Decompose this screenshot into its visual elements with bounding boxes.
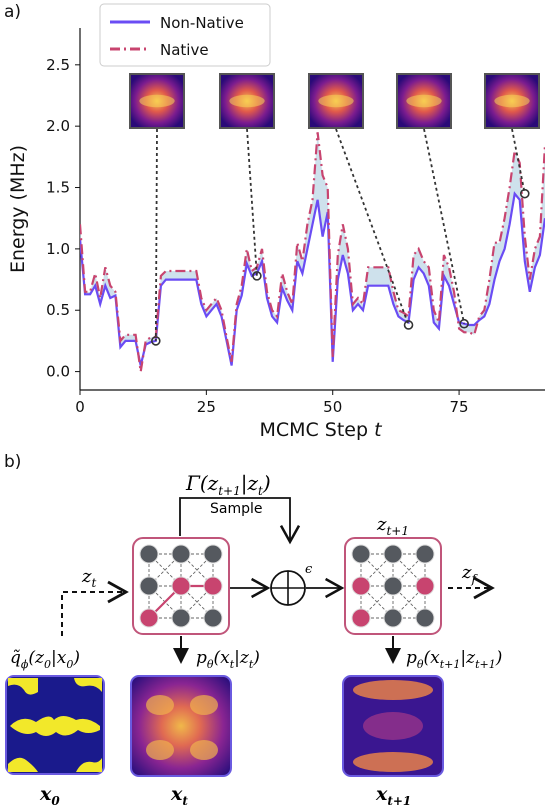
latent-grid-t-nodes	[139, 544, 223, 628]
grid-node	[171, 608, 191, 628]
legend-box	[99, 3, 271, 67]
grid-node	[383, 576, 403, 596]
y-tick-label: 1.0	[46, 240, 70, 258]
grid-node	[383, 608, 403, 628]
gamma-label: Γ(zt+1|zt)	[185, 471, 271, 498]
inset-connector	[246, 128, 258, 276]
image-x0	[5, 675, 105, 775]
grid-node	[351, 544, 371, 564]
grid-node	[139, 576, 159, 596]
decoder-label-t: pθ(xt|zt)	[196, 648, 260, 671]
y-tick-label: 0.5	[46, 301, 70, 319]
grid-node	[415, 544, 435, 564]
inset-connector	[335, 128, 410, 326]
inset-connector	[154, 128, 158, 341]
y-tick-label: 0.0	[46, 363, 70, 381]
xt-label: xt	[170, 783, 188, 808]
y-tick-label: 2.5	[46, 56, 70, 74]
image-xt1	[342, 675, 444, 777]
xt1-label: xt+1	[375, 783, 411, 808]
z-t-label: zt	[81, 566, 96, 590]
grid-node	[139, 608, 159, 628]
annotated-point	[459, 318, 469, 329]
panel-b-label: b)	[4, 452, 22, 472]
epsilon-label: ϵ	[305, 562, 313, 577]
grid-node	[415, 576, 435, 596]
x-tick-label: 50	[323, 398, 342, 416]
grid-node	[203, 608, 223, 628]
encoder-label: q̃ϕ(z0|x0)	[10, 648, 80, 671]
inset-highlight	[318, 94, 354, 108]
grid-node	[351, 608, 371, 628]
panel-a-label: a)	[4, 2, 22, 22]
inset-highlight	[229, 94, 265, 108]
encoder-arrow	[61, 580, 129, 636]
decoder-label-t1: pθ(xt+1|zt+1)	[406, 648, 502, 671]
x0-label: x0	[39, 783, 60, 808]
x-tick-label: 25	[197, 398, 216, 416]
x-axis-label: MCMC Step t	[259, 419, 383, 441]
y-tick-label: 2.0	[46, 117, 70, 135]
x-tick-label: 75	[450, 398, 469, 416]
grid-node	[203, 544, 223, 564]
mcmc-diagram: Γ(zt+1|zt) Sample zt+1 ϵ zt zf q̃ϕ(z0|x0…	[5, 471, 502, 808]
annotated-point	[252, 271, 262, 281]
annotated-point	[151, 336, 161, 346]
z-next-label: zt+1	[376, 514, 409, 538]
sample-bracket	[179, 497, 301, 545]
inset-highlight	[494, 94, 530, 108]
y-axis-label: Energy (MHz)	[7, 145, 29, 273]
y-tick-label: 1.5	[46, 179, 70, 197]
annotated-point	[519, 188, 530, 199]
grid-node	[415, 608, 435, 628]
annotated-point	[403, 320, 414, 330]
grid-node	[383, 544, 403, 564]
image-xt	[130, 675, 232, 777]
legend-label: Native	[160, 41, 209, 59]
legend-label: Non-Native	[160, 14, 244, 32]
latent-grid-t1-nodes	[351, 544, 435, 628]
grid-node	[171, 576, 191, 596]
inset-highlight	[406, 94, 442, 108]
inset-highlight	[139, 94, 175, 108]
series-line-native	[80, 132, 545, 372]
sample-label: Sample	[210, 501, 263, 517]
grid-node	[171, 544, 191, 564]
grid-node	[203, 576, 223, 596]
grid-node	[351, 576, 371, 596]
x-tick-label: 0	[75, 398, 85, 416]
z-f-label: zf	[461, 562, 478, 586]
energy-chart: 0.0 0.5 1.0 1.5 2.0 2.5 0 25 50 75 Energy (MHz) MCM…	[7, 3, 545, 441]
grid-node	[139, 544, 159, 564]
inset-connector	[511, 128, 526, 194]
fill-between	[80, 132, 545, 372]
